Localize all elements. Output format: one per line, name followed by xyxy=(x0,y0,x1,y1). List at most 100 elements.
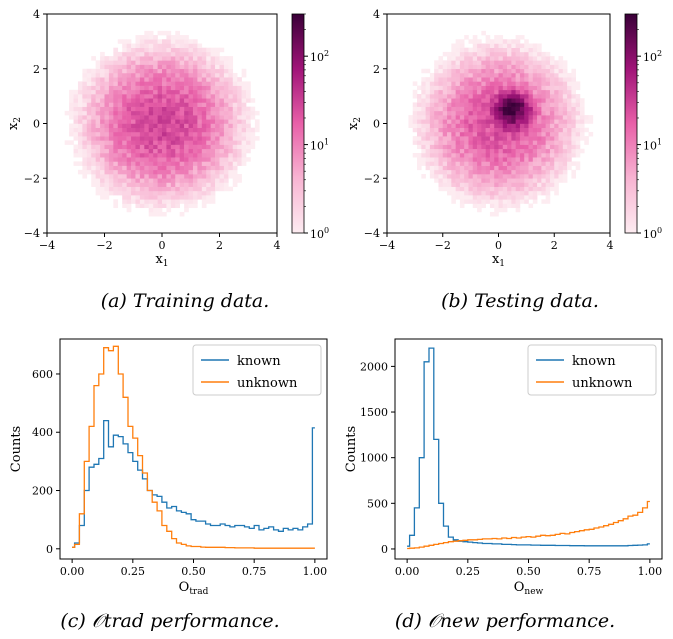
heatmap-cell xyxy=(201,110,207,116)
heatmap-cell xyxy=(153,110,158,116)
heatmap-cell xyxy=(179,182,185,187)
heatmap-cell xyxy=(429,110,435,116)
heatmap-cell xyxy=(162,199,167,204)
heatmap-cell xyxy=(429,144,435,150)
histogram-lines xyxy=(407,347,650,550)
heatmap-cell xyxy=(485,39,491,44)
heatmap-cell xyxy=(588,131,594,137)
heatmap-cell xyxy=(545,195,551,200)
heatmap-cell xyxy=(459,169,465,175)
heatmap-cell xyxy=(117,190,123,196)
heatmap-cell xyxy=(201,47,207,53)
heatmap-cell xyxy=(153,186,158,192)
heatmap-cell xyxy=(95,102,101,107)
heatmap-cell xyxy=(524,136,529,141)
heatmap-cell xyxy=(459,186,465,192)
heatmap-cell xyxy=(549,68,555,74)
heatmap-cell xyxy=(438,127,444,133)
heatmap-cell xyxy=(549,119,555,124)
heatmap-cell xyxy=(175,81,180,86)
heatmap-cell xyxy=(451,148,456,154)
heatmap-cell xyxy=(232,182,238,187)
heatmap-cell xyxy=(489,195,495,200)
heatmap-cell xyxy=(148,144,154,150)
heatmap-cell xyxy=(532,43,538,48)
heatmap-cell xyxy=(515,89,521,95)
heatmap-cell xyxy=(532,102,538,107)
heatmap-cell xyxy=(153,165,158,171)
heatmap-cell xyxy=(472,123,478,129)
x-tick-label: 2 xyxy=(216,239,223,252)
y-axis-label: x2 xyxy=(346,117,363,130)
heatmap-cell xyxy=(108,161,114,166)
heatmap-cell xyxy=(144,81,150,86)
heatmap-cell xyxy=(434,174,439,179)
heatmap-cell xyxy=(434,94,439,99)
heatmap-cell xyxy=(148,60,154,65)
heatmap-cell xyxy=(197,152,203,158)
heatmap-cell xyxy=(528,186,534,192)
heatmap-cell xyxy=(210,190,216,196)
heatmap-cell xyxy=(477,165,482,171)
heatmap-cell xyxy=(69,110,74,116)
heatmap-cell xyxy=(502,182,508,187)
heatmap-cell xyxy=(438,178,444,183)
heatmap-cell xyxy=(86,94,92,99)
heatmap-cell xyxy=(144,186,150,192)
heatmap-cell xyxy=(498,157,504,162)
heatmap-cell xyxy=(477,119,482,124)
colorbar-tick-label: 100 xyxy=(643,226,662,241)
heatmap-cell xyxy=(77,94,83,99)
heatmap-cell xyxy=(228,56,234,61)
heatmap-cell xyxy=(126,157,132,162)
heatmap-cell xyxy=(175,106,180,112)
heatmap-cell xyxy=(179,136,185,141)
heatmap-cell xyxy=(100,174,105,179)
heatmap-cell xyxy=(219,127,225,133)
heatmap-cell xyxy=(558,77,564,82)
heatmap-cell xyxy=(571,98,576,103)
heatmap-cell xyxy=(537,178,542,183)
heatmap-cell xyxy=(579,148,585,154)
heatmap-cell xyxy=(122,165,127,171)
heatmap-cell xyxy=(153,89,158,95)
heatmap-cell xyxy=(188,195,194,200)
heatmap-cell xyxy=(489,186,495,192)
heatmap-cell xyxy=(64,140,70,145)
heatmap-cell xyxy=(447,127,452,133)
heatmap-cell xyxy=(567,131,572,137)
heatmap-cell xyxy=(126,174,132,179)
heatmap-cell xyxy=(166,81,172,86)
heatmap-cell xyxy=(148,68,154,74)
heatmap-cell xyxy=(197,195,203,200)
heatmap-cell xyxy=(485,195,491,200)
heatmap-cell xyxy=(157,186,163,192)
heatmap-cell xyxy=(135,161,141,166)
heatmap-cell xyxy=(135,94,141,99)
heatmap-cell xyxy=(451,199,456,204)
heatmap-cell xyxy=(567,77,572,82)
heatmap-cell xyxy=(100,77,105,82)
heatmap-cell xyxy=(223,115,229,120)
heatmap-cell xyxy=(113,131,119,137)
x-tick-label: 0.75 xyxy=(577,565,602,578)
heatmap-cell xyxy=(201,190,207,196)
heatmap-cell xyxy=(153,199,158,204)
heatmap-cell xyxy=(498,60,504,65)
heatmap-cell xyxy=(477,174,482,179)
heatmap-cell xyxy=(126,144,132,150)
heatmap-cell xyxy=(192,89,198,95)
heatmap-cell xyxy=(459,56,465,61)
heatmap-cell xyxy=(507,152,512,158)
heatmap-cell xyxy=(188,136,194,141)
heatmap-cell xyxy=(562,94,568,99)
heatmap-cell xyxy=(451,94,456,99)
heatmap-cell xyxy=(438,148,444,154)
heatmap-cell xyxy=(519,148,525,154)
heatmap-cell xyxy=(148,199,154,204)
heatmap-cell xyxy=(567,165,572,171)
heatmap-cell xyxy=(481,77,486,82)
heatmap-cell xyxy=(567,119,572,124)
heatmap-cell xyxy=(73,89,79,95)
